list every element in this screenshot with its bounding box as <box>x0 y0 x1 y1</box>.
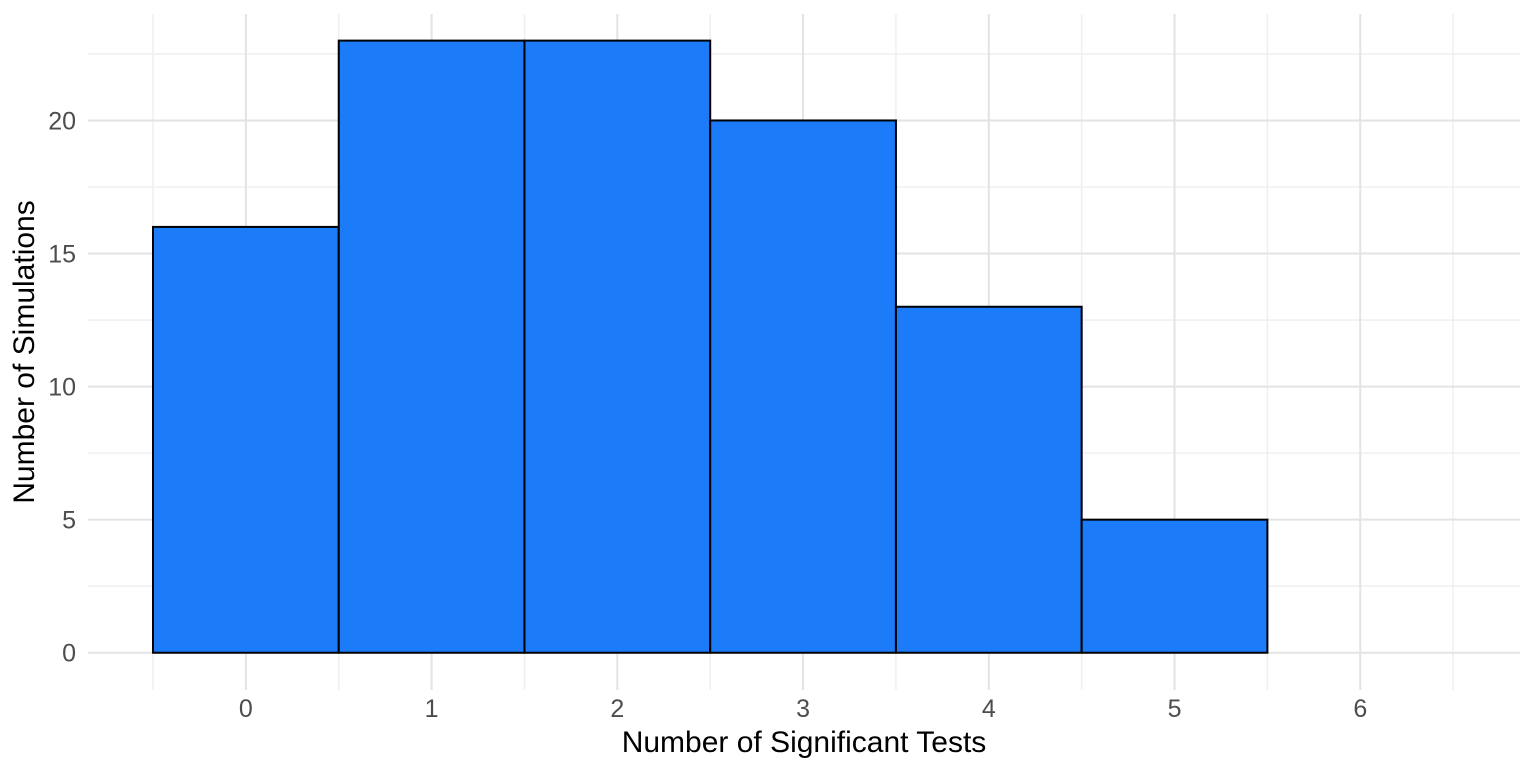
x-tick-label: 1 <box>425 695 439 723</box>
x-tick-label: 3 <box>796 695 810 723</box>
x-tick-label: 6 <box>1353 695 1367 723</box>
histogram-bar <box>152 225 340 654</box>
y-tick-label: 0 <box>62 640 76 668</box>
y-tick-label: 20 <box>48 107 76 135</box>
histogram-bar <box>337 39 526 654</box>
y-tick-label: 10 <box>48 374 76 402</box>
x-axis-title: Number of Significant Tests <box>622 726 987 759</box>
x-tick-label: 4 <box>982 695 996 723</box>
x-tick-label: 0 <box>239 695 253 723</box>
y-axis-title: Number of Simulations <box>8 200 41 503</box>
y-tick-label: 15 <box>48 241 76 269</box>
y-axis-tick-labels: 0 5 10 15 20 <box>48 107 76 667</box>
x-tick-label: 5 <box>1168 695 1182 723</box>
histogram-bar <box>1080 518 1269 654</box>
x-axis-tick-labels: 0 1 2 3 4 5 6 <box>239 695 1367 723</box>
x-tick-label: 2 <box>610 695 624 723</box>
histogram-bar <box>523 39 712 654</box>
y-tick-label: 5 <box>62 507 76 535</box>
histogram-bars <box>152 39 1269 654</box>
histogram-bar <box>894 305 1083 654</box>
histogram-bar <box>709 119 897 654</box>
